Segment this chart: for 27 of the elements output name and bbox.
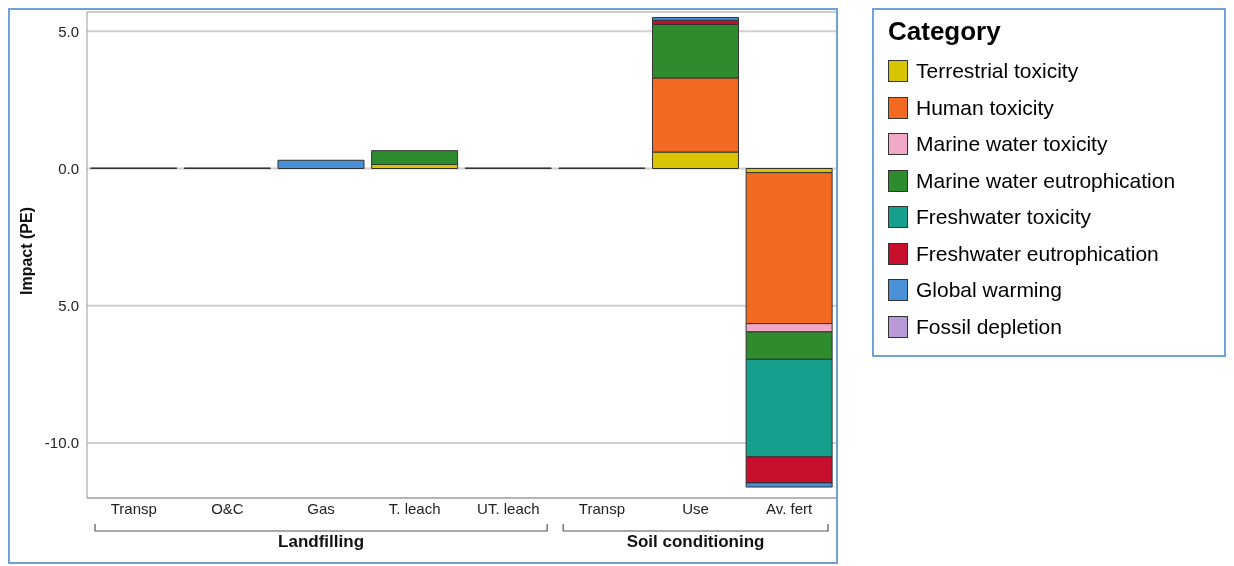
legend-title: Category <box>888 16 1002 47</box>
bar <box>371 150 459 165</box>
y-tick-label: 0.0 <box>58 159 79 177</box>
legend-label: Terrestrial toxicity <box>916 59 1079 84</box>
x-tick-label: Use <box>682 499 709 517</box>
bar <box>652 16 739 21</box>
y-tick-label: 5.0 <box>58 22 79 40</box>
legend-label: Global warming <box>916 278 1062 303</box>
legend-label: Freshwater eutrophication <box>916 241 1159 266</box>
x-tick-label: Transp <box>110 499 157 517</box>
text: Soil conditioning <box>625 532 766 552</box>
x-tick-label: O&C <box>211 499 244 517</box>
x-tick-label: Gas <box>307 499 335 517</box>
x-tick-label: Av. fert <box>766 499 814 517</box>
legend-label: Freshwater toxicity <box>916 205 1092 230</box>
x-tick-label: UT. leach <box>477 499 540 517</box>
legend-label: Human toxicity <box>916 95 1054 120</box>
bar <box>277 159 365 170</box>
legend-label: Marine water toxicity <box>916 132 1108 157</box>
text: Landfilling <box>277 532 366 552</box>
y-tick-label: 5.0 <box>58 297 79 315</box>
y-axis-title: Impact (PE) <box>17 206 35 295</box>
x-tick-label: Transp <box>578 499 626 517</box>
legend-label: Fossil depletion <box>916 314 1062 339</box>
y-tick-label: -10.0 <box>44 434 79 452</box>
x-tick-label: T. leach <box>388 499 441 517</box>
legend-label: Marine water eutrophication <box>916 168 1176 193</box>
